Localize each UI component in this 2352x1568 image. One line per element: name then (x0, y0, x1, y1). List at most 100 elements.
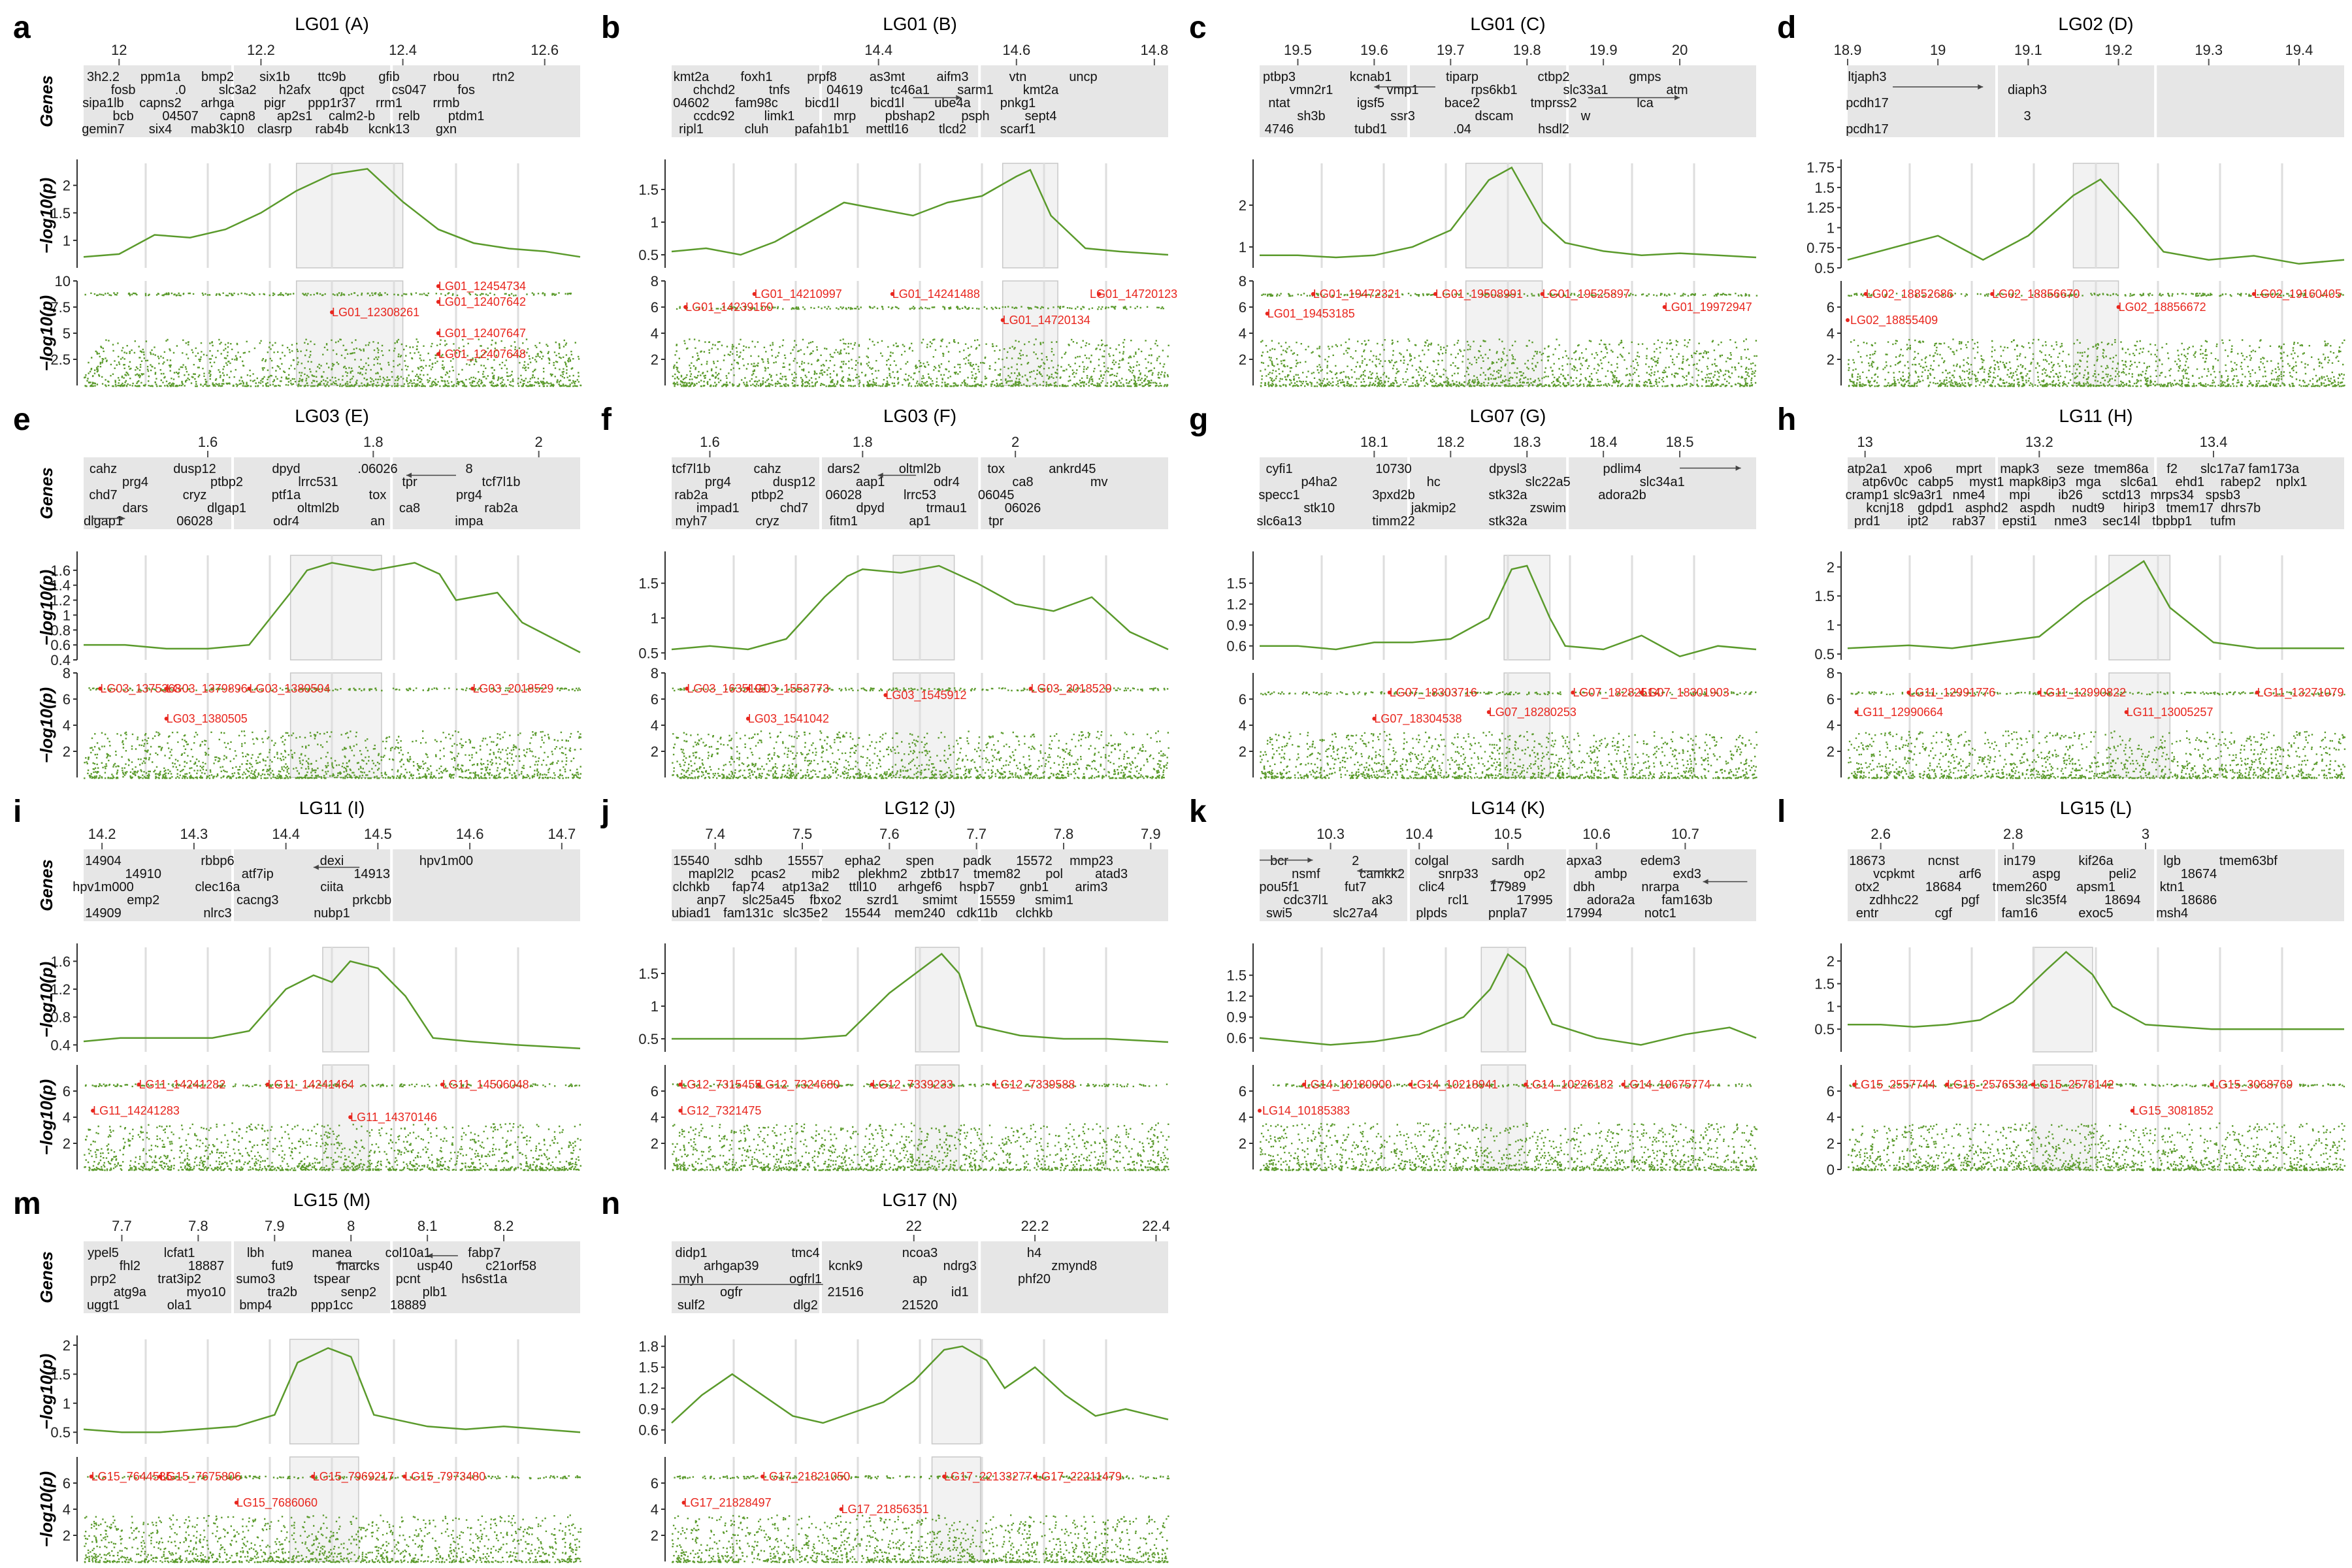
gene-label: ib26 (2058, 488, 2083, 502)
highlighted-snp (685, 687, 689, 691)
snp-label: LG03_2018529 (1031, 682, 1112, 696)
highlighted-snp (1265, 312, 1269, 316)
highlighted-snp (760, 1475, 765, 1478)
y-tick-label: 1 (651, 610, 659, 627)
y-tick-label: 0.6 (1226, 1030, 1247, 1047)
y-tick-label: 2.5 (50, 351, 71, 368)
x-tick-label: 2 (1011, 434, 1019, 450)
snp-band (674, 1475, 1169, 1480)
x-tick-label: 18.1 (1360, 434, 1388, 450)
x-tick-label: 7.5 (792, 826, 813, 842)
panel-h: h LG11 (H) 13 13.2 13.4 atp2a1atp6v0ccramp1kc… (1777, 402, 2346, 779)
gene-label: prp2 (90, 1272, 116, 1286)
gene-label: hirip3 (2123, 501, 2155, 515)
gene-label: ankrd45 (1049, 462, 1096, 476)
gene-label: stk32a (1489, 488, 1528, 502)
panel-g: g LG07 (G)18.1 18.2 18.3 18.4 18.5cyfi1p4ha2s… (1189, 402, 1758, 779)
gene-label: foxh1 (741, 70, 773, 84)
panel-title: LG12 (J) (885, 798, 956, 818)
gene-label: hpv1m00 (419, 854, 473, 868)
gene-label: pnkg1 (1000, 96, 1036, 110)
gene-label: fam98c (735, 96, 778, 110)
x-tick-label: 14.3 (180, 826, 208, 842)
gene-label: c21orf58 (485, 1259, 536, 1273)
gene-label: cabp5 (1918, 475, 1954, 489)
gene-label: atm (1666, 83, 1688, 97)
snp-band (84, 292, 572, 297)
y-tick-label: 6 (1827, 299, 1835, 316)
snp-points (1848, 338, 2345, 387)
highlighted-snp (2255, 691, 2259, 694)
x-tick-label: 14.8 (1140, 42, 1168, 58)
gene-direction-arrow (1307, 857, 1313, 863)
y-tick-label: 0.5 (1814, 646, 1835, 662)
gene-label: lgb (2163, 854, 2181, 868)
snp-label: LG14_10226182 (1526, 1078, 1613, 1092)
gene-track (672, 1241, 1168, 1313)
y-tick-label: 1 (1239, 239, 1247, 255)
gene-label: zswim (1529, 501, 1566, 515)
snp-label: LG14_10218941 (1411, 1078, 1498, 1092)
gene-label: ltjaph3 (1848, 70, 1887, 84)
gene-label: chchd2 (693, 83, 736, 97)
gene-track (672, 65, 1168, 137)
gene-label: dlgap1 (84, 514, 123, 529)
gene-label: 2 (1352, 854, 1359, 868)
snp-label: LG11_13271079 (2257, 686, 2344, 700)
gene-track (672, 849, 1168, 921)
candidate-window (915, 1064, 960, 1170)
gene-label: hspb7 (959, 880, 995, 894)
y-tick-label: 0.4 (50, 652, 71, 668)
gene-label: mem240 (894, 906, 945, 921)
gene-label: cgf (1935, 906, 1952, 921)
logp-axis-label: −log10(p) (37, 687, 56, 763)
highlighted-snp (91, 1109, 95, 1113)
snp-label: LG02_18852686 (1866, 287, 1953, 301)
highlighted-snp (265, 1083, 270, 1086)
gene-label: slc27a4 (1333, 906, 1378, 921)
gene-label: fabp7 (468, 1246, 500, 1260)
snp-label: LG01_19453185 (1267, 307, 1355, 321)
x-tick-label: 8 (347, 1218, 355, 1234)
gene-label: sardh (1492, 854, 1524, 868)
gene-label: atp13a2 (782, 880, 829, 894)
gene-label: slc17a7 (2200, 462, 2246, 476)
gene-label: dars (123, 501, 148, 515)
gene-label: chd7 (780, 501, 808, 515)
y-tick-label: 6 (651, 1083, 659, 1100)
x-tick-label: 19.1 (2014, 42, 2042, 58)
gene-label: pcdh17 (1846, 96, 1889, 110)
gene-label: gdpd1 (1918, 501, 1954, 515)
snp-label: LG15_2576532 (1947, 1078, 2028, 1092)
gene-label: fbxo2 (809, 893, 841, 907)
highlighted-snp (683, 305, 688, 309)
candidate-window (2108, 555, 2171, 661)
snp-label: LG01_14241488 (892, 287, 980, 301)
gene-label: ctbp2 (1538, 70, 1570, 84)
panel-l: l LG15 (L) 2.6 2.8 3 18673vcpkmtotx2zdhhc22en… (1777, 794, 2346, 1178)
gene-label: camkk2 (1360, 867, 1405, 881)
x-tick-label: 18.9 (1834, 42, 1862, 58)
gene-direction-arrow (956, 95, 962, 101)
snp-label: LG17_21828497 (684, 1496, 772, 1510)
gene-label: 17994 (1566, 906, 1603, 921)
gene-label: exd3 (1673, 867, 1701, 881)
snp-band (87, 1475, 581, 1480)
gene-label: 06028 (176, 514, 213, 529)
gene-label: ndrg3 (943, 1259, 977, 1273)
snp-label: LG12_7324680 (759, 1078, 840, 1092)
highlighted-snp (2130, 1109, 2134, 1113)
gene-label: lcfat1 (164, 1246, 195, 1260)
snp-points (1848, 1122, 2346, 1171)
highlighted-snp (2124, 710, 2129, 714)
gene-label: dars2 (827, 462, 860, 476)
logp-line (671, 1345, 1169, 1424)
gene-direction-arrow (1978, 84, 1984, 90)
gene-label: gemin7 (82, 122, 125, 137)
y-tick-label: 2 (1827, 953, 1835, 970)
logp-line (671, 169, 1169, 256)
highlighted-snp (1387, 691, 1392, 694)
gene-label: entr (1856, 906, 1879, 921)
y-tick-label: 2 (1827, 559, 1835, 576)
gene-label: tra2b (267, 1285, 297, 1299)
